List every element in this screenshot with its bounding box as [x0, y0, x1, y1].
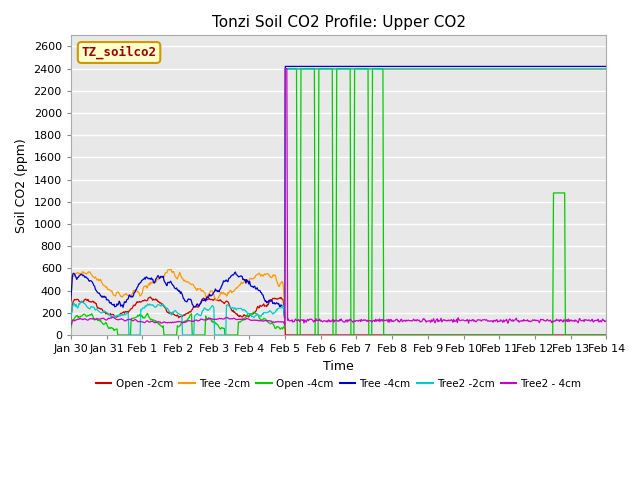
Text: TZ_soilco2: TZ_soilco2 [81, 46, 157, 59]
Y-axis label: Soil CO2 (ppm): Soil CO2 (ppm) [15, 138, 28, 232]
X-axis label: Time: Time [323, 360, 354, 372]
Legend: Open -2cm, Tree -2cm, Open -4cm, Tree -4cm, Tree2 -2cm, Tree2 - 4cm: Open -2cm, Tree -2cm, Open -4cm, Tree -4… [92, 374, 586, 393]
Title: Tonzi Soil CO2 Profile: Upper CO2: Tonzi Soil CO2 Profile: Upper CO2 [212, 15, 466, 30]
